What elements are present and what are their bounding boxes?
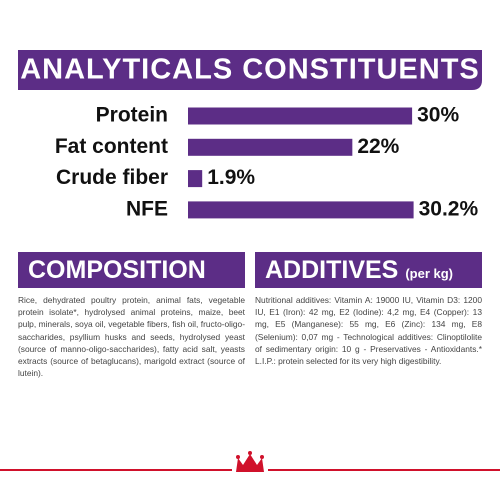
additives-title: ADDITIVES: [265, 256, 399, 284]
bar: [188, 138, 353, 156]
value-label: 30.2%: [419, 197, 479, 220]
additives-header: ADDITIVES (per kg): [255, 252, 482, 288]
title-banner: [18, 50, 482, 90]
category-label: NFE: [126, 197, 168, 220]
chart-title: ANALYTICALS CONSTITUENTS: [20, 54, 480, 86]
additives-subtitle: (per kg): [405, 266, 453, 281]
bar: [188, 170, 203, 188]
composition-header: COMPOSITION: [18, 252, 245, 288]
composition-text: Rice, dehydrated poultry protein, animal…: [18, 295, 245, 379]
category-label: Fat content: [55, 135, 168, 158]
value-label: 30%: [417, 104, 459, 127]
crown-logo: [236, 451, 264, 472]
category-label: Protein: [96, 104, 168, 127]
category-label: Crude fiber: [56, 166, 168, 189]
bar: [188, 107, 413, 125]
value-label: 1.9%: [207, 166, 255, 189]
bar: [188, 201, 414, 219]
additives-text: Nutritional additives: Vitamin A: 19000 …: [255, 295, 482, 367]
value-label: 22%: [357, 135, 399, 158]
composition-title: COMPOSITION: [28, 256, 206, 284]
